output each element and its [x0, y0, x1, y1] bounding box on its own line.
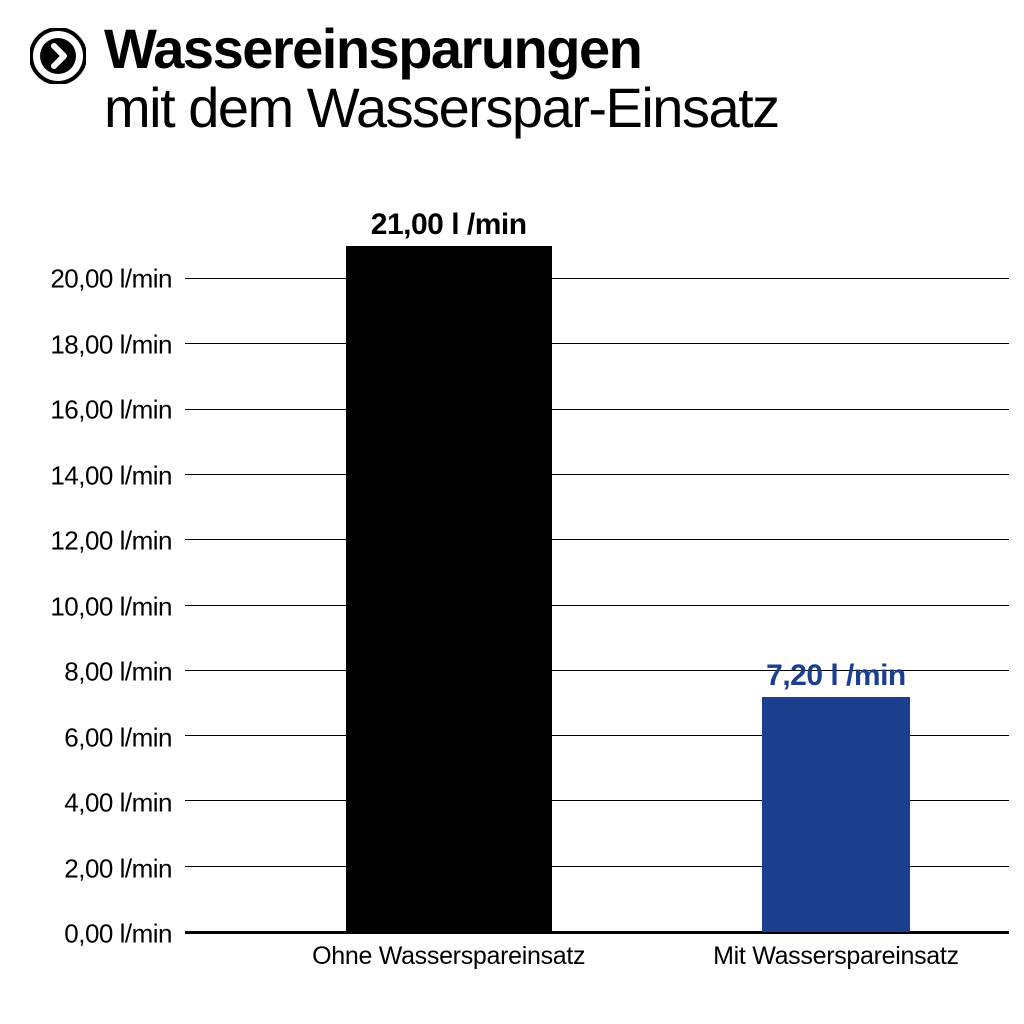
y-tick-label: 10,00 l/min	[30, 591, 180, 622]
title-bold: Wassereinsparungen	[104, 20, 779, 79]
y-tick-label: 16,00 l/min	[30, 395, 180, 426]
y-tick-label: 20,00 l/min	[30, 264, 180, 295]
y-tick-label: 2,00 l/min	[30, 853, 180, 884]
gridline	[185, 409, 1009, 410]
y-tick-label: 6,00 l/min	[30, 722, 180, 753]
gridline	[185, 343, 1009, 344]
y-tick-label: 4,00 l/min	[30, 788, 180, 819]
chevron-right-circle-icon	[30, 28, 86, 89]
chart-title: Wassereinsparungen mit dem Wasserspar-Ei…	[104, 20, 779, 138]
x-tick-label: Ohne Wasserspareinsatz	[312, 942, 585, 971]
y-tick-label: 14,00 l/min	[30, 460, 180, 491]
bar: 21,00 l /min	[346, 246, 552, 932]
bar-value-label: 7,20 l /min	[766, 659, 906, 693]
x-tick-label: Mit Wasserspareinsatz	[713, 942, 959, 971]
plot-area: 21,00 l /minOhne Wasserspareinsatz7,20 l…	[185, 230, 1009, 934]
y-tick-label: 8,00 l/min	[30, 657, 180, 688]
bar-chart: 21,00 l /min Ohne Wasserspareinsatz 7,20 l…	[30, 230, 1009, 994]
bar: 7,20 l /min	[762, 697, 910, 932]
title-normal: mit dem Wasserspar-Einsatz	[104, 79, 779, 138]
gridline	[185, 605, 1009, 606]
gridline	[185, 474, 1009, 475]
y-tick-label: 12,00 l/min	[30, 526, 180, 557]
header: Wassereinsparungen mit dem Wasserspar-Ei…	[0, 0, 1024, 138]
y-tick-label: 0,00 l/min	[30, 919, 180, 950]
gridline	[185, 278, 1009, 279]
bar-value-label: 21,00 l /min	[371, 208, 527, 242]
gridline	[185, 539, 1009, 540]
y-tick-label: 18,00 l/min	[30, 329, 180, 360]
